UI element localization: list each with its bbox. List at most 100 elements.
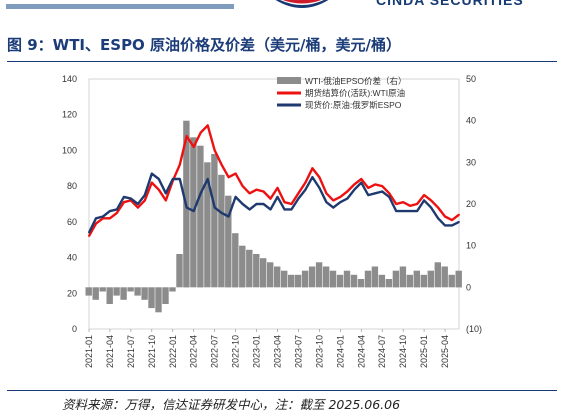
left-axis: 0 20 40 60 80 100 120 140 — [62, 74, 77, 334]
spread-bar — [176, 254, 183, 288]
spread-bar — [455, 270, 462, 288]
x-tick-label: 2025-01 — [419, 335, 429, 368]
header-accent-bar — [6, 4, 234, 9]
espo-point — [241, 203, 244, 205]
spread-bar — [378, 274, 386, 288]
espo-point — [339, 201, 342, 204]
espo-point — [178, 178, 181, 180]
wti-point — [374, 183, 377, 186]
espo-point — [137, 203, 139, 205]
spread-bar — [148, 287, 155, 309]
x-tick-label: 2022-01 — [168, 335, 178, 368]
spread-bar — [190, 137, 197, 288]
espo-point — [451, 224, 453, 227]
spread-bar — [322, 266, 330, 288]
spread-bar — [134, 287, 141, 296]
spread-bar — [155, 287, 162, 313]
wti-point — [95, 222, 97, 225]
left-tick-label: 80 — [67, 181, 77, 191]
spread-bar — [260, 258, 267, 288]
left-tick-label: 40 — [67, 253, 77, 263]
wti-point — [143, 199, 146, 202]
spread-bar — [253, 254, 260, 288]
spread-bar — [427, 270, 434, 288]
espo-point — [199, 192, 202, 195]
wti-point — [451, 219, 453, 222]
espo-point — [157, 178, 160, 180]
legend-label: 现货价:原油:俄罗斯ESPO — [305, 100, 402, 110]
x-tick-label: 2021-04 — [105, 335, 115, 368]
wti-point — [437, 206, 439, 209]
spread-bar — [343, 270, 351, 288]
espo-point — [262, 203, 265, 205]
wti-point — [325, 192, 328, 195]
right-tick-label: 50 — [466, 74, 476, 84]
wti-point — [213, 149, 216, 152]
wti-point — [276, 187, 279, 189]
spread-bar — [434, 262, 441, 288]
wti-point — [192, 146, 195, 148]
x-tick-label: 2024-01 — [335, 335, 345, 368]
figure-title: 图 9：WTI、ESPO 原油价格及价差（美元/桶，美元/桶） — [7, 36, 401, 54]
spread-bar — [357, 279, 365, 288]
spread-bar — [120, 287, 127, 300]
wti-point — [241, 185, 244, 187]
espo-point — [297, 197, 300, 200]
title-divider — [7, 61, 557, 62]
espo-point — [332, 206, 335, 209]
left-tick-label: 100 — [62, 145, 77, 155]
espo-point — [255, 203, 258, 205]
left-tick-label: 120 — [62, 110, 77, 120]
legend: WTI-俄油EPSO价差（右） 期货结算价(活跃):WTI原油现货价:原油:俄罗斯… — [277, 76, 407, 110]
espo-point — [304, 188, 307, 191]
wti-point — [318, 176, 321, 179]
spread-bar — [399, 266, 407, 288]
espo-point — [192, 210, 195, 213]
espo-point — [290, 208, 293, 211]
wti-point — [367, 187, 370, 189]
wti-point — [227, 176, 230, 179]
spread-bar — [239, 245, 246, 288]
wti-point — [157, 188, 160, 191]
spread-bar — [92, 287, 99, 300]
spread-bar — [197, 145, 204, 288]
wti-point — [164, 199, 167, 202]
plot-frame — [88, 78, 460, 330]
espo-point — [213, 206, 216, 209]
x-tick-label: 2021-10 — [147, 335, 157, 368]
spread-bar — [204, 162, 211, 288]
wti-point — [269, 197, 272, 200]
source-note: 资料来源：万得，信达证券研发中心，注：截至 2025.06.06 — [62, 397, 401, 412]
cinda-logo-icon — [275, 0, 329, 8]
x-tick-label: 2023-04 — [272, 335, 282, 368]
espo-point — [227, 215, 230, 218]
spread-bar — [329, 270, 337, 288]
wti-point — [116, 212, 118, 214]
spread-bar — [308, 266, 316, 288]
wti-point — [262, 190, 265, 193]
spread-bar — [441, 266, 448, 288]
espo-point — [395, 210, 398, 213]
spread-bar — [448, 274, 455, 288]
espo-point — [283, 208, 286, 211]
wti-point — [346, 190, 349, 193]
right-axis: (10) 0 10 20 30 40 50 — [466, 74, 482, 334]
espo-point — [311, 176, 314, 179]
legend-label: WTI-俄油EPSO价差（右） — [305, 76, 407, 86]
wti-point — [185, 135, 188, 137]
x-tick-label: 2022-10 — [231, 335, 241, 368]
spread-bar — [106, 287, 113, 304]
espo-point — [123, 196, 125, 198]
wti-point — [353, 183, 356, 186]
espo-point — [116, 208, 118, 211]
spread-bar — [294, 274, 302, 288]
x-tick-label: 2024-04 — [356, 335, 366, 368]
x-tick-label: 2022-04 — [189, 335, 199, 368]
x-tick-label: 2021-07 — [126, 335, 136, 368]
x-tick-label: 2024-07 — [377, 335, 387, 368]
x-axis: 2021-01 2021-04 2021-07 2021-10 2022-01 2022-… — [84, 329, 450, 368]
espo-point — [423, 199, 425, 202]
spread-bar — [413, 270, 420, 288]
spread-bar — [371, 266, 379, 288]
wti-point — [339, 196, 342, 198]
